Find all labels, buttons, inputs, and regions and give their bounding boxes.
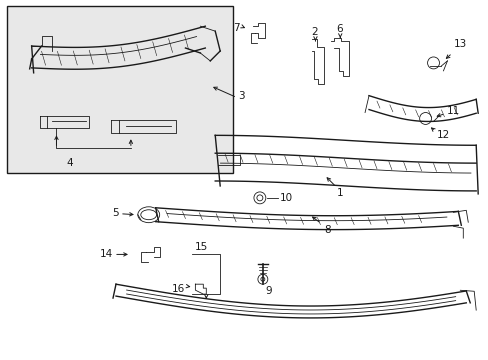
Text: 14: 14 bbox=[100, 249, 113, 260]
Text: 6: 6 bbox=[335, 24, 342, 34]
Text: 7: 7 bbox=[233, 23, 240, 33]
Bar bbox=[7, 6, 233, 173]
Text: 3: 3 bbox=[238, 91, 244, 101]
Text: 9: 9 bbox=[265, 286, 272, 296]
Text: 13: 13 bbox=[452, 39, 466, 49]
Text: 12: 12 bbox=[436, 130, 449, 140]
Text: 10: 10 bbox=[279, 193, 292, 203]
Text: 2: 2 bbox=[310, 27, 317, 37]
Text: 8: 8 bbox=[324, 225, 330, 235]
Text: 5: 5 bbox=[112, 208, 119, 218]
Text: 16: 16 bbox=[172, 284, 185, 294]
Text: 15: 15 bbox=[194, 242, 207, 252]
Text: 11: 11 bbox=[446, 105, 459, 116]
Text: 1: 1 bbox=[337, 188, 343, 198]
Text: 4: 4 bbox=[66, 158, 73, 168]
